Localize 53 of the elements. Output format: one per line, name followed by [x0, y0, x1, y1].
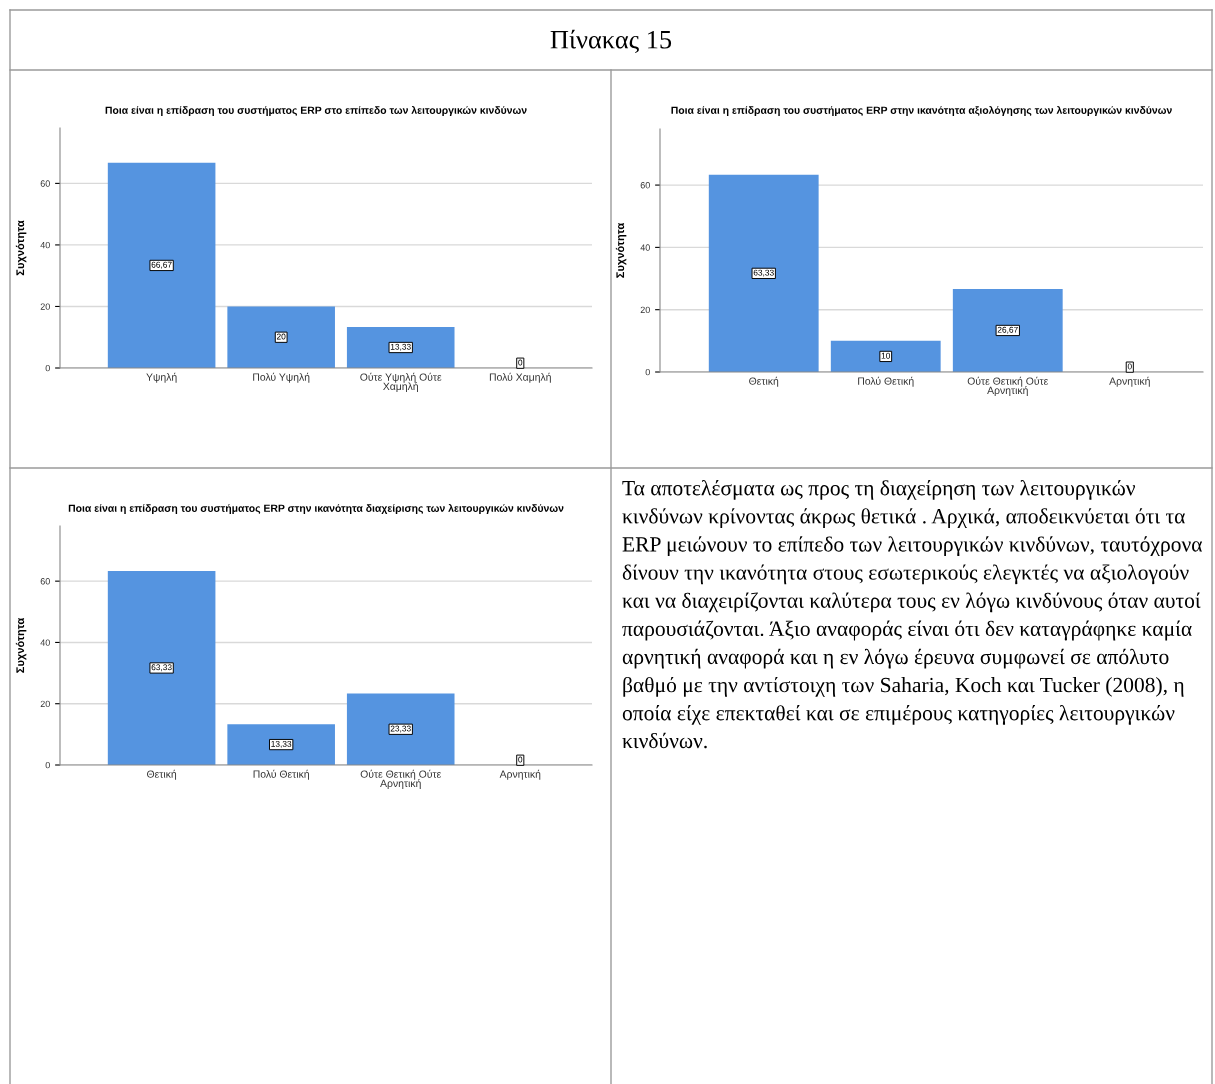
x-tick-label: Θετική [147, 769, 177, 780]
bar [952, 288, 1063, 372]
y-axis-title: Συχνότητα [15, 220, 27, 276]
x-tick-label: Πολύ Θετική [253, 769, 309, 780]
x-tick-label: Ούτε Θετική Ούτε Αρνητική [967, 376, 1049, 397]
y-tick-label: 20 [640, 306, 650, 314]
data-label: 13,33 [271, 740, 292, 748]
bar [346, 326, 455, 368]
bar [708, 174, 819, 372]
data-label: 0 [1127, 363, 1132, 370]
text: Πίνακας 15 [550, 29, 672, 54]
chart-title: Ποια είναι η επίδραση του συστήματος ERP στην ικανότητα διαχείρισης των λειτουργικών κινδύνων [68, 504, 564, 514]
y-tick-label: 60 [40, 578, 50, 585]
data-label: 23,33 [390, 725, 411, 733]
data-label: 63,33 [753, 269, 774, 277]
y-tick-label: 20 [40, 303, 50, 310]
bar [227, 724, 335, 765]
x-tick-label: Πολύ Χαμηλή [489, 372, 551, 383]
data-label: 20 [276, 333, 286, 340]
x-tick-label: Θετική [749, 376, 779, 387]
x-tick-label: Αρνητική [1109, 376, 1150, 387]
text: Τα αποτελέσματα ως προς τη διαχείρηση των λειτουργικών κινδύνων κρίνοντας άκρως θετικά . Αρχικά, αποδεικνύεται ότι τα ERP μειώνουν το επίπεδο των λειτουργικών κινδύνων, ταυτόχρονα δίνουν την ικανότητα στους εσωτερικούς ελεγκτές να αξιολογούν και να διαχειρίζονται καλύτερα τους εν λόγω κινδύνους όταν αυτοί παρουσιάζονται. Άξιο αναφοράς είναι ότι δεν καταγράφηκε καμία αρνητική αναφορά και η εν λόγω έρευνα συμφωνεί σε απόλυτο βαθμό με την αντίστοιχη των Saharia, Koch και Tucker (2008), η οποία είχε επεκταθεί και σε επιμέρους κατηγορίες λειτουργικών κινδύνων. [622, 480, 1203, 749]
data-label: 0 [518, 756, 523, 763]
y-tick-label: 0 [45, 761, 50, 769]
chart-title: Ποια είναι η επίδραση του συστήματος ERP στην ικανότητα αξιολόγησης των λειτουργικών κινδύνων [671, 106, 1172, 116]
data-label: 26,67 [997, 326, 1018, 334]
data-label: 63,33 [151, 664, 172, 672]
y-tick-label: 20 [40, 700, 50, 708]
x-tick-label: Πολύ Υψηλή [253, 372, 310, 383]
x-tick-label: Ούτε Υψηλή Ούτε Χαμηλή [360, 372, 442, 393]
x-tick-label: Αρνητική [499, 769, 541, 780]
bar [107, 162, 216, 368]
y-tick-label: 0 [645, 368, 650, 376]
data-label: 10 [881, 352, 891, 359]
bar [107, 570, 216, 765]
y-tick-label: 0 [45, 364, 50, 372]
data-label: 0 [518, 359, 523, 366]
bar [830, 340, 941, 372]
y-tick-label: 60 [40, 180, 50, 187]
y-tick-label: 60 [640, 182, 650, 189]
y-axis-title: Συχνότητα [15, 617, 27, 673]
y-tick-label: 40 [40, 639, 50, 646]
y-axis-title: Συχνότητα [615, 222, 627, 278]
x-tick-label: Ούτε Θετική Ούτε Αρνητική [360, 769, 442, 790]
y-tick-label: 40 [40, 241, 50, 249]
y-tick-label: 40 [640, 244, 650, 251]
chart-title: Ποια είναι η επίδραση του συστήματος ERP στο επίπεδο των λειτουργικών κινδύνων [105, 106, 527, 116]
bar [227, 306, 335, 368]
data-label: 66,67 [151, 261, 172, 269]
bar [346, 693, 455, 765]
x-tick-label: Πολύ Θετική [858, 376, 914, 387]
x-tick-label: Υψηλή [146, 372, 177, 383]
data-label: 13,33 [390, 343, 411, 351]
